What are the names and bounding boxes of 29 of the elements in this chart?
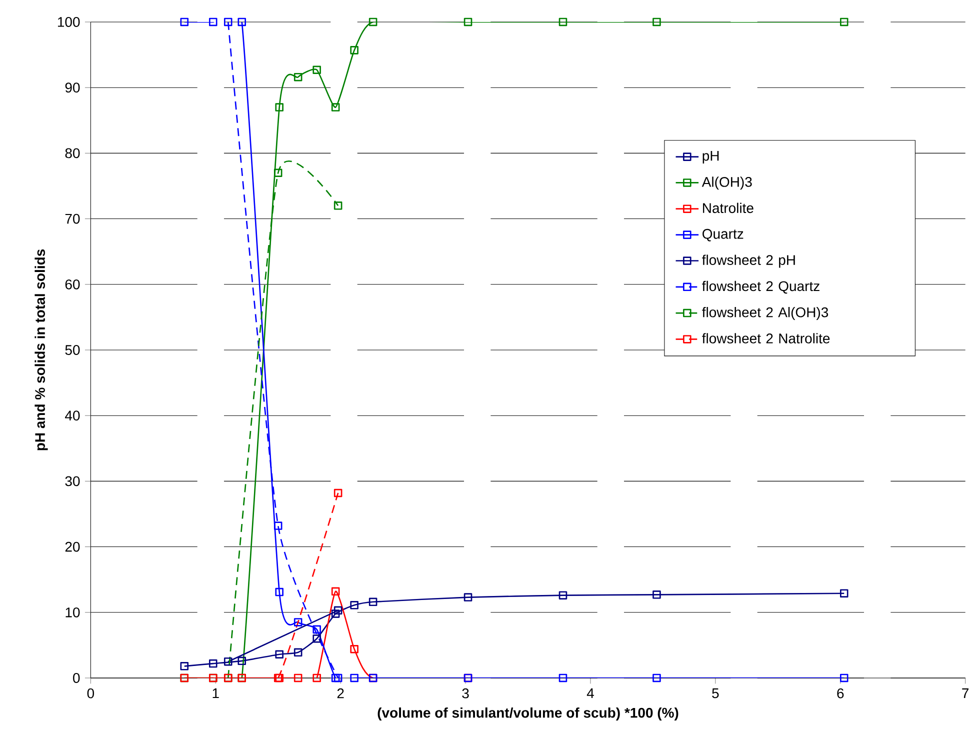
legend-label: flowsheet 2 pH: [702, 254, 795, 268]
legend-label: Al(OH)3: [702, 176, 752, 190]
legend-label: flowsheet 2 Al(OH)3: [702, 306, 828, 320]
y-axis-title: pH and % solids in total solids: [34, 249, 48, 450]
y-tick-label: 40: [65, 410, 80, 421]
legend-label: flowsheet 2 Quartz: [702, 280, 820, 294]
y-tick-label: 100: [58, 17, 80, 27]
legend-label: flowsheet 2 Natrolite: [702, 333, 830, 344]
legend-label: Natrolite: [703, 202, 754, 214]
y-tick-label: 50: [65, 345, 80, 355]
y-tick-label: 0: [73, 673, 80, 683]
y-tick-label: 60: [65, 279, 80, 290]
y-tick-label: 70: [65, 214, 80, 224]
y-tick-label: 30: [65, 476, 80, 486]
x-tick-label: 0: [87, 688, 94, 698]
y-tick-label: 80: [65, 148, 80, 158]
x-tick-label: 3: [462, 688, 469, 698]
x-tick-label: 6: [837, 688, 844, 698]
x-tick-label: 2: [337, 688, 344, 698]
x-tick-label: 5: [712, 688, 719, 698]
y-tick-label: 20: [65, 542, 80, 552]
legend-label: pH: [702, 151, 719, 164]
x-tick-label: 1: [212, 688, 219, 698]
x-axis-title: (volume of simulant/volume of scub) *100 (%): [378, 707, 678, 721]
x-tick-label: 4: [586, 688, 594, 698]
x-tick-label: 7: [962, 688, 969, 698]
legend-label: Quartz: [702, 228, 744, 242]
y-tick-label: 10: [66, 607, 80, 618]
y-tick-label: 90: [65, 82, 80, 93]
